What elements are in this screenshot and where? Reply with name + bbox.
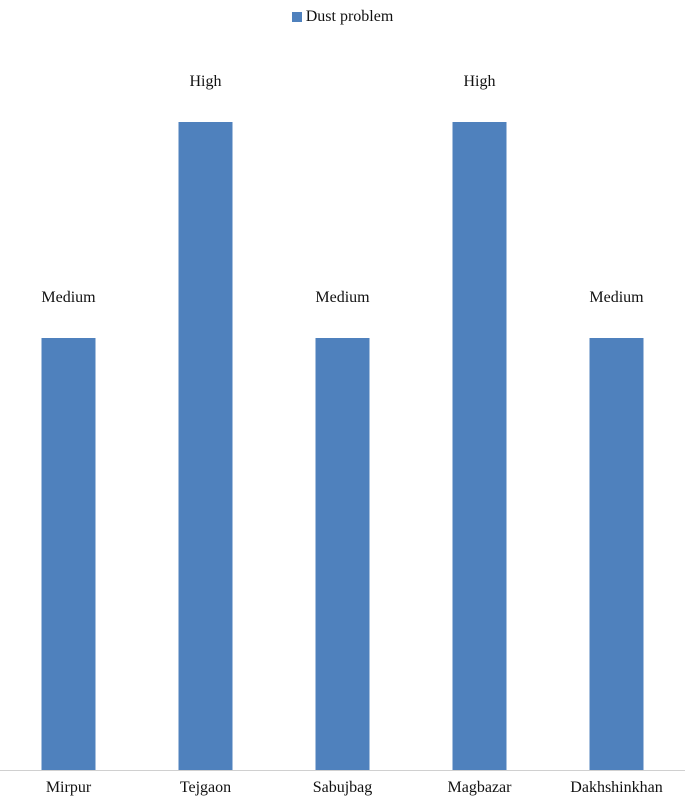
data-label-group: Medium High Medium High Medium — [41, 73, 644, 306]
bar-sabujbag — [315, 338, 370, 770]
data-label-magbazar: High — [464, 73, 496, 90]
x-tick-label-sabujbag: Sabujbag — [313, 779, 373, 796]
bar-tejgaon — [178, 122, 233, 770]
bar-magbazar — [452, 122, 507, 770]
x-tick-label-group: Mirpur Tejgaon Sabujbag Magbazar Dakhshinkha… — [46, 779, 663, 796]
bar-group — [41, 122, 644, 770]
x-tick-label-dakhshinkhan: Dakhshinkhan — [570, 779, 662, 796]
bar-dakhshinkhan — [589, 338, 644, 770]
legend-swatch — [291, 12, 302, 22]
legend-label: Dust problem — [305, 8, 394, 25]
x-tick-label-mirpur: Mirpur — [46, 779, 92, 796]
data-label-sabujbag: Medium — [315, 289, 370, 306]
x-tick-label-magbazar: Magbazar — [448, 779, 513, 796]
bar-mirpur — [41, 338, 96, 770]
chart-legend: Dust problem — [0, 8, 685, 26]
data-label-tejgaon: High — [190, 73, 222, 90]
data-label-mirpur: Medium — [41, 289, 96, 306]
data-label-dakhshinkhan: Medium — [589, 289, 644, 306]
x-tick-label-tejgaon: Tejgaon — [180, 779, 231, 796]
